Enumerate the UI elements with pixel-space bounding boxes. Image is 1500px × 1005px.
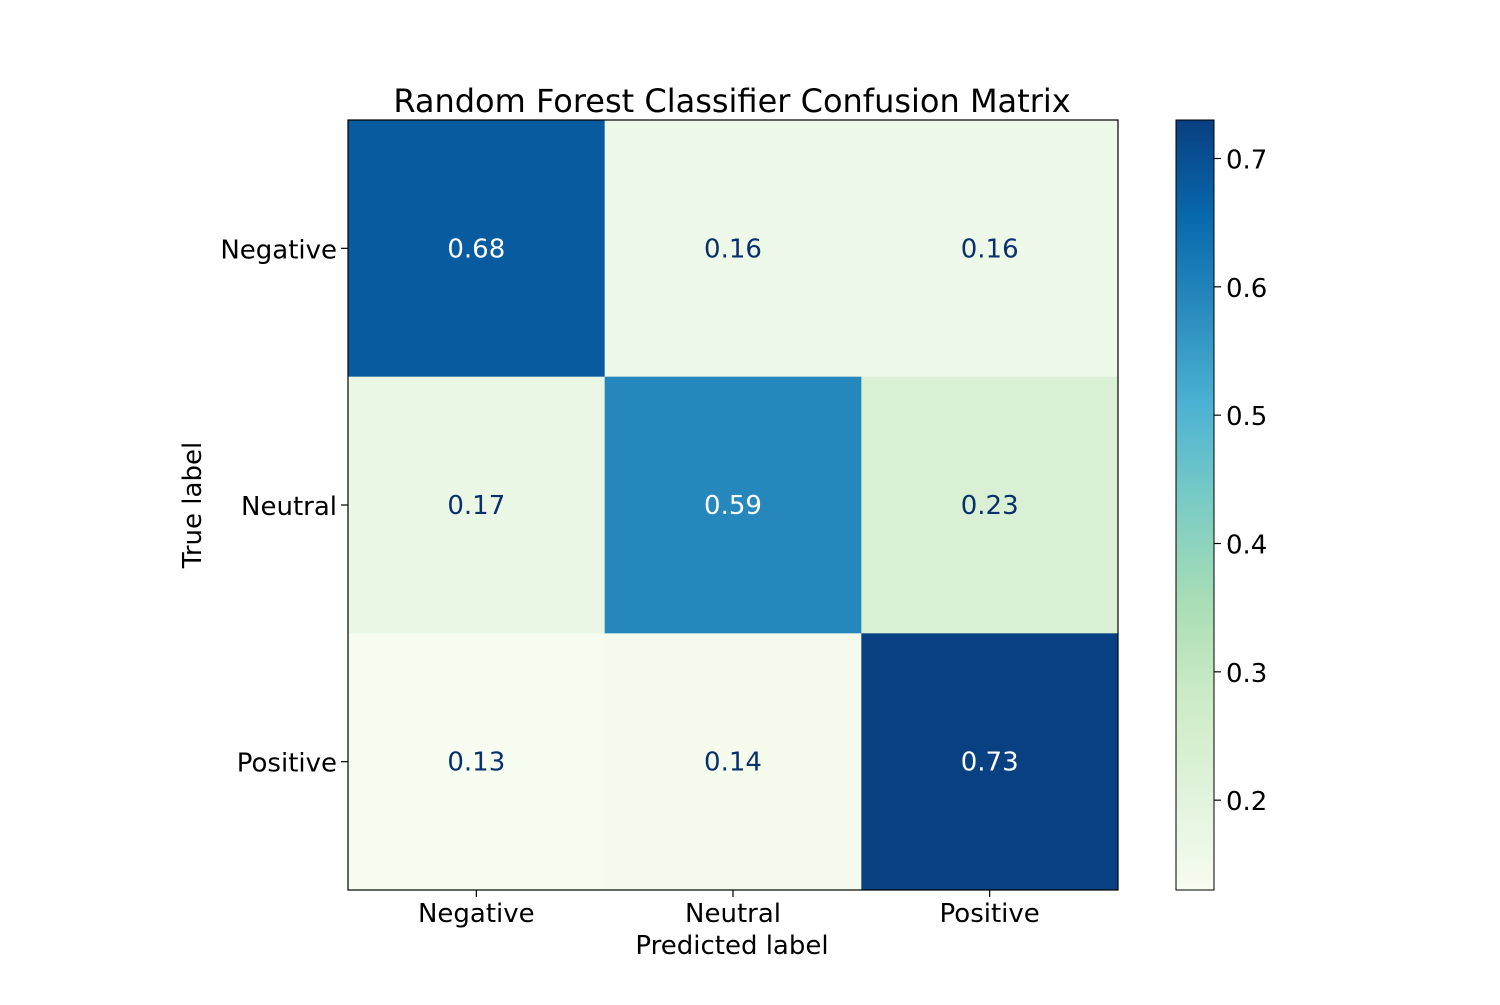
cell-neutral-neutral [604,376,862,634]
colorbar-tick-label: 0.2 [1226,787,1267,817]
x-tick-label-negative: Negative [418,899,535,929]
cell-value-negative-positive: 0.16 [961,234,1019,264]
y-tick-label-negative: Negative [220,235,337,265]
cell-value-neutral-negative: 0.17 [447,491,505,521]
y-tick-label-neutral: Neutral [241,492,337,522]
x-tick-label-neutral: Neutral [685,899,781,929]
colorbar-tick-label: 0.6 [1226,274,1267,304]
cell-neutral-negative [348,376,606,634]
cell-positive-neutral [604,633,862,891]
colorbar-tick-label: 0.3 [1226,659,1267,689]
cell-positive-positive [861,633,1119,891]
cell-negative-neutral [604,120,862,378]
colorbar-tick-label: 0.5 [1226,402,1267,432]
colorbar-tick-label: 0.7 [1226,146,1267,176]
cell-positive-negative [348,633,606,891]
heatmap-cells: 0.68 0.16 0.16 0.17 0.59 0.23 0.13 0.14 0.73 [348,120,1119,891]
y-tick-label-positive: Positive [237,749,337,779]
cell-value-neutral-neutral: 0.59 [704,491,762,521]
x-axis-label: Predicted label [635,931,828,961]
axes: Negative Neutral Positive Negative Neutral Po… [220,235,1039,929]
cell-negative-positive [861,120,1119,378]
colorbar [1175,119,1215,891]
colorbar-tick-label: 0.4 [1226,531,1267,561]
cell-value-neutral-positive: 0.23 [961,491,1019,521]
cell-value-negative-neutral: 0.16 [704,234,762,264]
cell-negative-negative [348,120,606,378]
cell-value-positive-positive: 0.73 [961,748,1019,778]
cell-neutral-positive [861,376,1119,634]
colorbar-ticks: 0.2 0.3 0.4 0.5 0.6 0.7 [1214,146,1267,817]
y-axis-label: True label [178,442,208,569]
chart-title: Random Forest Classifier Confusion Matri… [393,82,1070,120]
cell-value-positive-neutral: 0.14 [704,748,762,778]
x-tick-label-positive: Positive [940,899,1040,929]
cell-value-positive-negative: 0.13 [447,748,505,778]
cell-value-negative-negative: 0.68 [447,234,505,264]
